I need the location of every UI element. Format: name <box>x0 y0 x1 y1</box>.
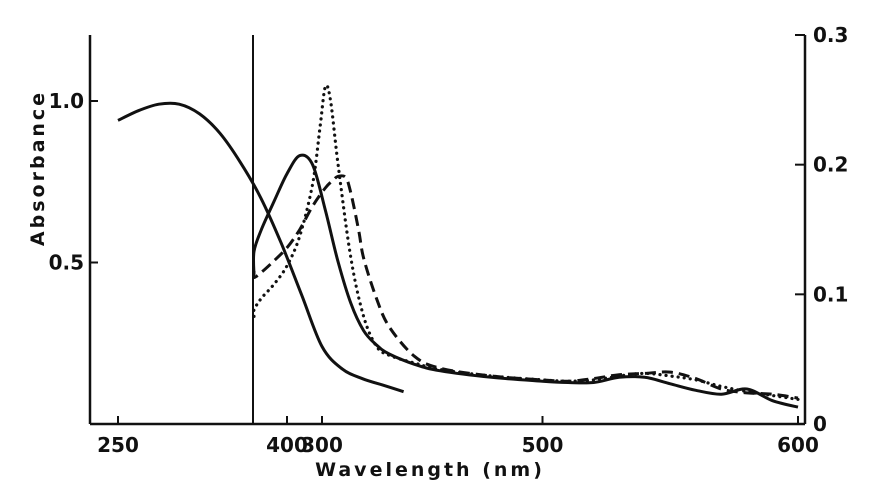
right-x-tick-label: 600 <box>777 433 819 457</box>
right-series-dashed-line <box>251 174 799 400</box>
right-x-tick-label: 500 <box>522 433 564 457</box>
axes-group <box>88 34 807 426</box>
right-y-tick-label: 0 <box>813 412 827 436</box>
right-y-tick-label: 0.2 <box>813 153 848 177</box>
left-x-tick-label: 250 <box>97 433 139 457</box>
x-axis-title: Wavelength (nm) <box>315 459 545 481</box>
y-axis-title: Absorbance <box>27 90 49 246</box>
right-y-tick-label: 0.3 <box>813 23 848 47</box>
right-x-tick-label: 400 <box>266 433 308 457</box>
right-y-tick-label: 0.1 <box>813 282 848 306</box>
right-series-dotted-line <box>251 83 800 401</box>
right-series-solid-line <box>251 153 799 409</box>
left-series-solid-line <box>117 101 405 394</box>
series-group <box>117 83 800 409</box>
left-y-tick-label: 0.5 <box>49 251 84 275</box>
left-y-tick-label: 1.0 <box>49 89 84 113</box>
left-x-tick-label: 300 <box>301 433 343 457</box>
